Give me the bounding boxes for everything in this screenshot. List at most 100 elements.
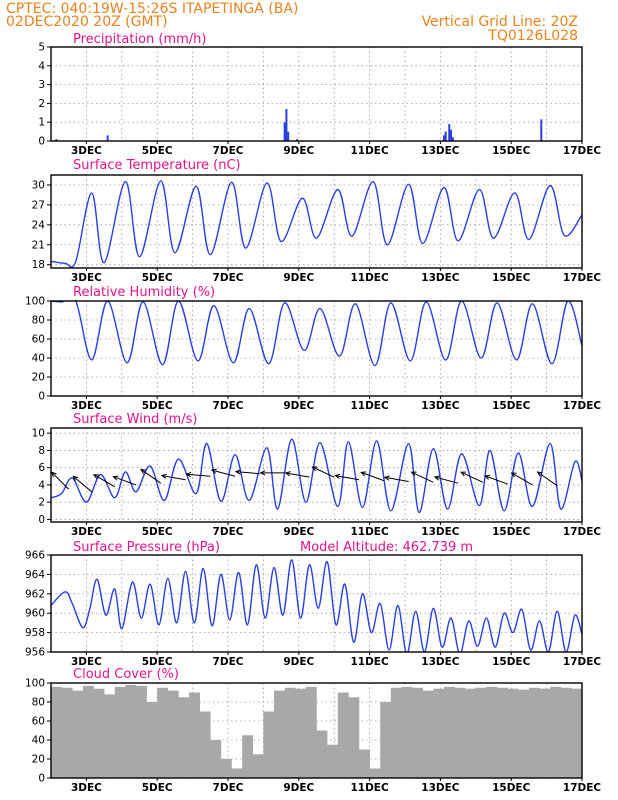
cloud-bar — [380, 702, 392, 778]
cloud-bar — [475, 687, 487, 778]
cloud-cover-xtick-label: 13DEC — [421, 782, 460, 794]
precip-bar — [283, 122, 286, 141]
pressure-frame — [50, 554, 583, 653]
pressure-xtick-label: 13DEC — [421, 656, 460, 668]
humidity-frame — [50, 300, 583, 397]
cloud-cover-xtick-label: 7DEC — [213, 782, 244, 794]
temperature-ytick-label: 18 — [32, 259, 45, 271]
wind-frame — [50, 427, 583, 523]
temperature-ytick-label: 27 — [32, 199, 45, 211]
cloud-cover-frame — [50, 682, 583, 779]
cloud-bar — [263, 711, 275, 778]
cloud-cover-title: Cloud Cover (%) — [73, 667, 179, 682]
precip-bar — [451, 137, 454, 141]
wind-xtick-label: 15DEC — [492, 526, 531, 538]
precipitation-xtick-label: 17DEC — [563, 145, 602, 157]
precipitation-xtick-label: 13DEC — [421, 145, 460, 157]
model-altitude-label: Model Altitude: 462.739 m — [300, 540, 473, 555]
wind-xtick-label: 17DEC — [563, 526, 602, 538]
cloud-bar — [146, 702, 158, 778]
humidity-xtick-label: 11DEC — [350, 400, 389, 412]
header-grid-line: Vertical Grid Line: 20Z — [422, 14, 578, 30]
wind-xtick-label: 5DEC — [142, 526, 173, 538]
cloud-cover-ytick-label: 20 — [32, 754, 45, 766]
cloud-bar — [433, 688, 445, 778]
cloud-bar — [337, 692, 349, 778]
precipitation-ytick-label: 5 — [38, 42, 45, 54]
cloud-bar — [210, 740, 222, 778]
precip-bar — [442, 135, 445, 141]
cloud-bar — [518, 689, 530, 778]
precipitation-xtick-label: 5DEC — [142, 145, 173, 157]
wind-vector — [112, 475, 137, 486]
wind-ytick-label: 6 — [38, 462, 45, 474]
cloud-bar — [412, 687, 423, 778]
wind-vector — [234, 469, 260, 475]
temperature-ytick-label: 30 — [32, 179, 45, 191]
cloud-bar — [231, 768, 243, 778]
precipitation-xtick-label: 9DEC — [283, 145, 314, 157]
temperature-xtick-label: 11DEC — [350, 272, 389, 284]
cloud-bar — [401, 686, 413, 778]
humidity-xtick-label: 15DEC — [492, 400, 531, 412]
cloud-cover-ytick-label: 60 — [32, 716, 45, 728]
pressure-ytick-label: 960 — [25, 608, 45, 620]
precip-bar — [287, 131, 290, 141]
precip-bar — [285, 109, 288, 141]
panels: 0 1 2 3 4 5 3DEC 5DEC 7DEC 9DEC 11DEC 13DEC 15DEC 17D… — [25, 32, 601, 794]
cloud-bar — [242, 735, 254, 778]
cloud-bar — [390, 687, 402, 778]
cloud-bar — [465, 688, 477, 778]
pressure-ytick-label: 956 — [25, 647, 45, 659]
wind-vector — [383, 475, 409, 482]
pressure-xtick-label: 5DEC — [142, 656, 173, 668]
cloud-bar — [443, 686, 455, 778]
cloud-bar — [316, 730, 328, 778]
wind-xtick-label: 11DEC — [350, 526, 389, 538]
humidity-ytick-label: 20 — [32, 372, 45, 384]
precip-bar — [448, 124, 451, 141]
cloud-bar — [82, 685, 94, 778]
cloud-bar — [327, 744, 339, 778]
wind-vector — [210, 468, 236, 477]
temperature-xtick-label: 15DEC — [492, 272, 531, 284]
wind-series-line — [51, 438, 582, 514]
precip-bar — [450, 129, 453, 141]
cloud-bar — [539, 688, 551, 778]
wind-vector — [140, 468, 162, 484]
pressure-panel: 956 958 960 962 964 966 3DEC 5DEC 7DEC 9DEC 11DEC 1… — [25, 540, 601, 668]
temperature-xtick-label: 9DEC — [283, 272, 314, 284]
precip-bar — [540, 119, 543, 141]
pressure-ytick-label: 958 — [25, 627, 45, 639]
humidity-series-line — [51, 301, 582, 367]
cloud-bar — [125, 684, 137, 778]
temperature-xtick-label: 17DEC — [563, 272, 602, 284]
wind-vector — [334, 473, 360, 481]
cloud-bar — [199, 711, 211, 778]
humidity-ytick-label: 80 — [32, 315, 45, 327]
cloud-bar — [528, 687, 540, 778]
precipitation-xtick-label: 7DEC — [213, 145, 244, 157]
wind-xtick-label: 13DEC — [421, 526, 460, 538]
pressure-series-line — [51, 559, 582, 652]
wind-ytick-label: 0 — [38, 514, 45, 526]
pressure-xtick-label: 3DEC — [71, 656, 102, 668]
cloud-bar — [507, 688, 519, 778]
cloud-bar — [295, 688, 307, 778]
temperature-ytick-label: 24 — [32, 219, 46, 231]
precip-bar — [296, 139, 299, 141]
temperature-title: Surface Temperature (nC) — [73, 158, 241, 173]
cloud-bar — [51, 686, 62, 778]
cloud-bar — [220, 759, 232, 778]
wind-vector — [536, 471, 558, 487]
cloud-bar — [114, 686, 126, 778]
pressure-ytick-label: 962 — [25, 588, 45, 600]
wind-vector — [72, 475, 93, 493]
cloud-cover-panel: 0 20 40 60 80 100 3DEC 5DEC 7DEC 9DEC 11DEC 13DEC 15… — [25, 667, 601, 794]
precip-bar — [55, 139, 58, 141]
wind-xtick-label: 9DEC — [283, 526, 314, 538]
wind-vector — [92, 474, 115, 488]
wind-vector — [160, 473, 186, 481]
precipitation-frame — [50, 46, 583, 142]
